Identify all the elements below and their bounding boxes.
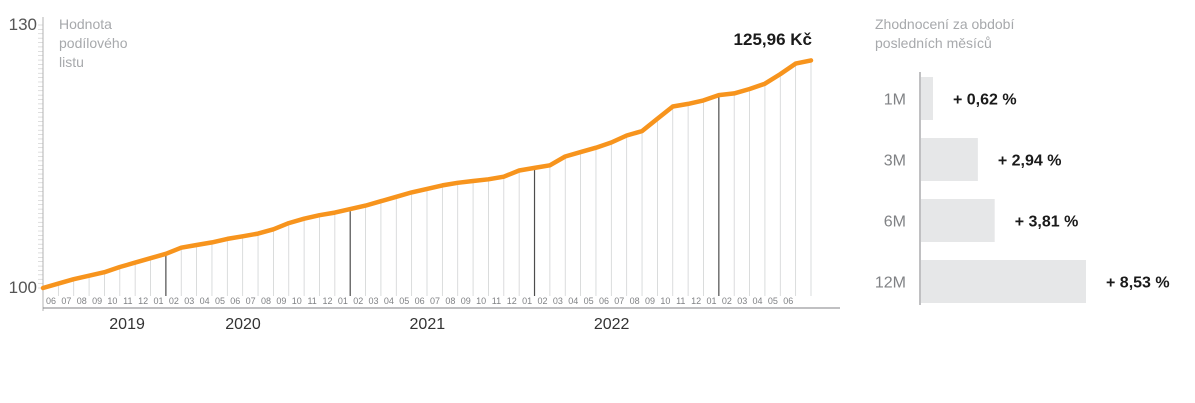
x-tick-label-month: 01: [338, 296, 348, 306]
x-tick-label-month: 10: [107, 296, 117, 306]
x-tick-label-month: 08: [630, 296, 640, 306]
bar-category-label: 3M: [884, 153, 906, 170]
x-tick-label-month: 01: [706, 296, 716, 306]
x-tick-label-month: 09: [92, 296, 102, 306]
bar-value-label: + 3,81 %: [1015, 214, 1079, 231]
x-tick-label-month: 08: [445, 296, 455, 306]
x-tick-label-month: 04: [200, 296, 210, 306]
x-tick-label-year: 2019: [109, 316, 145, 333]
bar-category-label: 12M: [875, 275, 906, 292]
bar-value-label: + 0,62 %: [953, 92, 1017, 109]
x-tick-label-month: 08: [77, 296, 87, 306]
x-tick-label-month: 06: [46, 296, 56, 306]
x-tick-label-month: 07: [614, 296, 624, 306]
line-chart-title-line-2: podílového: [59, 35, 128, 51]
bar-chart-title-line-1: Zhodnocení za období: [875, 16, 1014, 32]
x-tick-label-month: 05: [399, 296, 409, 306]
x-tick-label-month: 04: [568, 296, 578, 306]
x-tick-label-month: 06: [415, 296, 425, 306]
x-tick-label-month: 07: [430, 296, 440, 306]
x-tick-label-month: 10: [476, 296, 486, 306]
series-line: [40, 58, 814, 291]
y-tick-label-max: 130: [9, 15, 37, 34]
y-tick-label-min: 100: [9, 278, 37, 297]
x-tick-label-year: 2020: [225, 316, 261, 333]
x-tick-label-month: 12: [691, 296, 701, 306]
x-tick-label-month: 04: [753, 296, 763, 306]
x-tick-label-month: 09: [461, 296, 471, 306]
bar-value-label: + 8,53 %: [1106, 275, 1170, 292]
x-tick-label-month: 05: [768, 296, 778, 306]
bar: [921, 260, 1086, 303]
x-tick-label-month: 06: [783, 296, 793, 306]
bar-chart-title-line-2: posledních měsíců: [875, 35, 992, 51]
x-tick-label-month: 11: [307, 296, 316, 306]
bar: [921, 138, 978, 181]
x-tick-label-month: 07: [61, 296, 71, 306]
x-tick-label-month: 02: [538, 296, 548, 306]
x-tick-label-month: 12: [138, 296, 148, 306]
x-tick-label-month: 05: [215, 296, 225, 306]
x-tick-label-month: 01: [522, 296, 532, 306]
x-tick-label-month: 06: [599, 296, 609, 306]
bar: [921, 199, 995, 242]
x-tick-label-month: 09: [645, 296, 655, 306]
end-value-label: 125,96 Kč: [734, 30, 812, 49]
x-tick-label-month: 03: [369, 296, 379, 306]
line-chart-title-line-3: listu: [59, 54, 84, 70]
x-tick-label-month: 02: [169, 296, 179, 306]
x-tick-label-year: 2022: [594, 316, 630, 333]
x-tick-label-month: 11: [676, 296, 685, 306]
bar-value-label: + 2,94 %: [998, 153, 1062, 170]
x-tick-label-month: 07: [246, 296, 256, 306]
x-tick-label-month: 11: [492, 296, 501, 306]
x-tick-label-month: 05: [584, 296, 594, 306]
bar: [921, 77, 933, 120]
x-tick-label-month: 04: [384, 296, 394, 306]
x-tick-label-month: 10: [292, 296, 302, 306]
x-tick-label-month: 02: [353, 296, 363, 306]
x-tick-label-month: 12: [322, 296, 332, 306]
x-tick-label-month: 01: [154, 296, 164, 306]
x-tick-label-month: 03: [737, 296, 747, 306]
x-tick-label-month: 02: [722, 296, 732, 306]
x-tick-label-month: 03: [184, 296, 194, 306]
x-tick-label-year: 2021: [410, 316, 446, 333]
x-tick-label-month: 09: [276, 296, 286, 306]
x-tick-label-month: 06: [230, 296, 240, 306]
bar-category-label: 6M: [884, 214, 906, 231]
bar-category-label: 1M: [884, 92, 906, 109]
x-tick-label-month: 12: [507, 296, 517, 306]
line-chart-title-line-1: Hodnota: [59, 16, 112, 32]
x-tick-label-month: 08: [261, 296, 271, 306]
x-tick-label-month: 10: [660, 296, 670, 306]
x-tick-label-month: 03: [553, 296, 563, 306]
x-tick-label-month: 11: [123, 296, 132, 306]
